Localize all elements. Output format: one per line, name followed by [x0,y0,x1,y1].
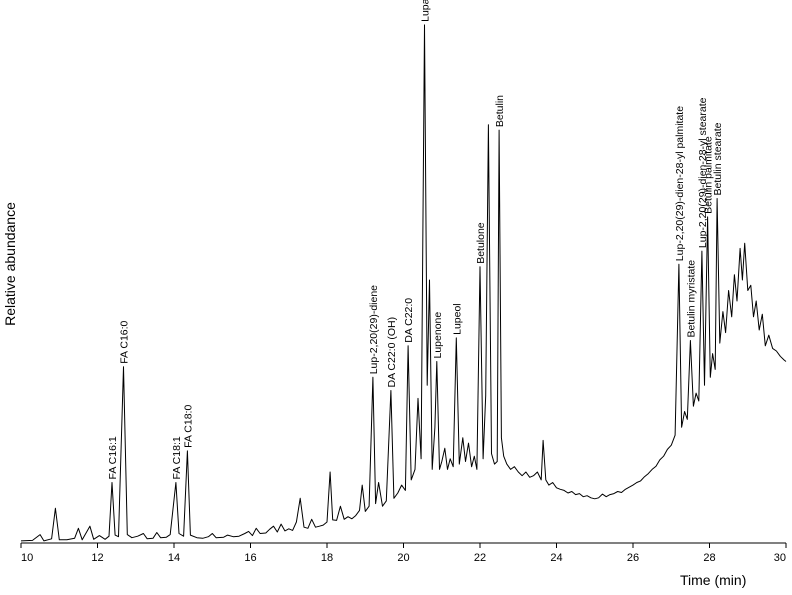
peak-label-10: Betulone [475,222,487,264]
peak-label-1: FA C16:0 [119,320,131,363]
peak-label-5: DA C22:0 (OH) [386,317,398,388]
peak-label-7: Lupa-2,20(29)-dien-28-ol [420,0,432,22]
y-axis-title: Relative abundance [2,202,18,326]
peak-label-14: Lup-2,20(29)-dien-28-yl stearate [697,97,709,248]
x-tick-label-28: 28 [703,552,715,564]
peak-label-8: Lupenone [432,312,444,359]
x-tick-label-18: 18 [321,552,333,564]
peak-label-2: FA C18:1 [171,436,183,479]
x-tick-label-14: 14 [168,552,180,564]
peak-label-11: Betulin [494,95,506,127]
peak-label-9: Lupeol [451,303,463,335]
peak-label-15: Betulin palmitate [703,136,715,214]
x-tick-label-22: 22 [474,552,486,564]
peak-label-3: FA C18:0 [182,405,194,448]
peak-label-0: FA C16:1 [107,436,119,479]
peak-label-4: Lup-2,20(29)-diene [368,285,380,374]
x-tick-label-12: 12 [91,552,103,564]
peak-labels: FA C16:1 FA C16:0 FA C18:1FA C18:0 Lup-2,20… [107,0,724,480]
x-ticks: 10 12 14 16 18 20 22 24 26 28 30 [20,543,787,564]
peak-label-16: Betulin stearate [712,122,724,195]
peak-label-12: Lup-2,20(29)-dien-28-yl palmitate [674,106,686,261]
x-tick-label-24: 24 [550,552,562,564]
x-tick-label-26: 26 [627,552,639,564]
x-tick-label-30: 30 [774,552,786,564]
x-axis-title: Time (min) [680,572,746,588]
peak-label-6: DA C22:0 [403,298,415,343]
x-tick-label-20: 20 [397,552,409,564]
chromatogram-trace [20,24,787,542]
x-tick-label-10: 10 [21,552,33,564]
x-tick-label-16: 16 [244,552,256,564]
peak-label-13: Betulin myristate [685,260,697,338]
